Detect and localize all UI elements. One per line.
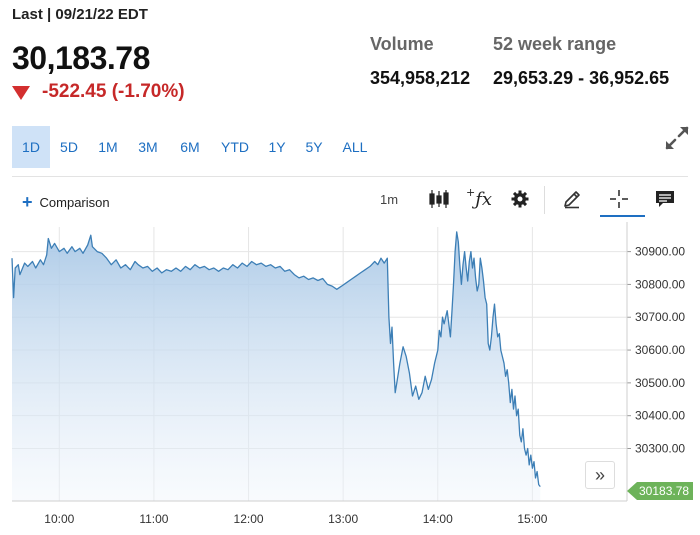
- y-tick-label: 30600.00: [635, 343, 685, 357]
- tab-1m[interactable]: 1M: [98, 139, 118, 155]
- tab-3m[interactable]: 3M: [138, 139, 158, 155]
- price-line: [11, 231, 541, 488]
- comparison-button[interactable]: + Comparison: [22, 193, 110, 211]
- volume-value: 354,958,212: [370, 68, 471, 88]
- y-tick-label: 30900.00: [635, 245, 685, 259]
- pencil-icon[interactable]: [558, 184, 586, 214]
- down-triangle-icon: [12, 86, 30, 100]
- last-value-badge: 30183.78: [627, 482, 694, 500]
- double-chevron-right-icon[interactable]: »: [585, 461, 615, 489]
- x-tick-label: 10:00: [44, 512, 74, 526]
- candlestick-icon[interactable]: [424, 184, 454, 214]
- header-divider: [12, 176, 688, 177]
- function-icon[interactable]: + ƒx: [465, 185, 493, 210]
- intraday-chart[interactable]: 10:00 11:00 12:00 13:00 14:00 15:00 30900.003…: [0, 222, 700, 535]
- plus-icon: +: [22, 192, 33, 212]
- x-tick-label: 14:00: [423, 512, 453, 526]
- y-axis: 30900.00 30800.00 30700.00 30600.00 30500.00…: [626, 222, 685, 501]
- x-tick-label: 12:00: [234, 512, 264, 526]
- tab-ytd[interactable]: YTD: [221, 139, 249, 155]
- y-tick-label: 30700.00: [635, 310, 685, 324]
- y-tick-label: 30500.00: [635, 376, 685, 390]
- change-row: -522.45 (-1.70%): [12, 81, 185, 103]
- expand-icon[interactable]: [663, 124, 691, 152]
- range-value: 29,653.29 - 36,952.65: [493, 68, 670, 88]
- y-tick-label: 30300.00: [635, 441, 685, 455]
- last-price: 30,183.78: [12, 40, 150, 76]
- chart-plot-area: [11, 231, 541, 501]
- tab-1y[interactable]: 1Y: [268, 139, 286, 155]
- tab-5y[interactable]: 5Y: [305, 139, 323, 155]
- tab-all[interactable]: ALL: [342, 139, 368, 155]
- crosshair-icon[interactable]: [605, 184, 633, 214]
- interval-label: 1m: [379, 191, 399, 207]
- x-tick-label: 13:00: [328, 512, 358, 526]
- tab-5d[interactable]: 5D: [60, 139, 78, 155]
- x-axis: 10:00 11:00 12:00 13:00 14:00 15:00: [12, 500, 627, 526]
- interval-button[interactable]: 1m: [374, 184, 404, 214]
- tab-6m[interactable]: 6M: [180, 139, 200, 155]
- x-tick-label: 11:00: [139, 512, 168, 526]
- comparison-label: Comparison: [39, 194, 110, 210]
- x-tick-label: 15:00: [517, 512, 547, 526]
- y-tick-label: 30400.00: [635, 409, 685, 423]
- gear-icon[interactable]: [507, 184, 533, 214]
- crosshair-active-indicator: [600, 215, 645, 217]
- time-range-tabs: 1D 5D 1M 3M 6M YTD 1Y 5Y ALL: [12, 126, 378, 168]
- range-label: 52 week range: [493, 34, 617, 54]
- volume-label: Volume: [370, 34, 434, 54]
- price-area: [12, 231, 541, 501]
- quote-timestamp: Last | 09/21/22 EDT: [12, 6, 148, 23]
- tab-1d[interactable]: 1D: [12, 126, 50, 168]
- price-change: -522.45 (-1.70%): [42, 81, 185, 102]
- comment-icon[interactable]: [652, 184, 678, 214]
- toolbar-separator: [544, 186, 545, 214]
- y-tick-label: 30800.00: [635, 277, 685, 291]
